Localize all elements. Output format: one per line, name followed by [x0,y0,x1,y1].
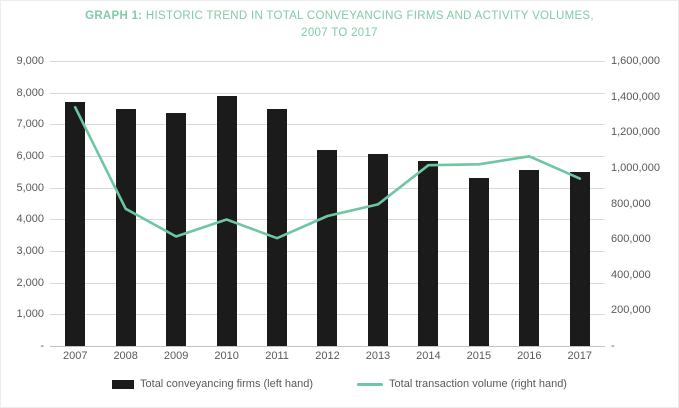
x-axis-tick-label: 2011 [265,350,289,362]
x-axis-tick-label: 2015 [466,350,492,362]
bar-slot [555,61,605,346]
bar-2009 [166,113,187,346]
line-series [73,105,582,240]
y-axis-right-tick-label: - [611,340,615,352]
bar-2011 [267,108,288,346]
x-axis-tick-label: 2017 [567,350,592,362]
legend-label: Total conveyancing firms (left hand) [140,378,314,390]
bar-slot [252,61,302,346]
x-axis-tick-label: 2010 [214,350,239,362]
bar-2008 [115,108,136,346]
bar-2014 [418,160,439,346]
bar-2010 [216,95,237,346]
legend-item: Total transaction volume (right hand) [357,378,567,390]
bar-slot [100,61,150,346]
bar-2015 [468,178,489,346]
bar-2012 [317,149,338,346]
y-axis-left-tick-label: 2,000 [16,276,44,289]
y-axis-right-tick-label: 200,000 [611,304,651,317]
x-axis-tick-label: 2008 [113,350,138,362]
chart-title-line2: 2007 TO 2017 [301,27,378,39]
chart-title: GRAPH 1: HISTORIC TREND IN TOTAL CONVEYA… [11,8,668,42]
y-axis-right-tick-label: 1,600,000 [611,55,660,67]
y-axis-left-tick-label: - [40,340,44,352]
legend-label: Total transaction volume (right hand) [389,378,567,390]
bar-slot [454,61,504,346]
bar-2016 [519,170,540,346]
y-axis-left: 9,000 8,000 7,000 6,000 5,000 4,000 3,000 2,000… [1,55,44,352]
legend: Total conveyancing firms (left hand) Tota… [1,378,678,390]
bar-2007 [65,102,86,346]
bar-slot [50,61,100,346]
gridline [50,61,605,62]
x-axis-tick-label: 2016 [517,350,542,362]
x-axis-tick-label: 2012 [315,350,340,362]
bar-slot [151,61,201,346]
y-axis-left-tick-label: 5,000 [16,181,44,194]
y-axis-right-tick-label: 1,400,000 [611,90,660,103]
plot-area [50,61,605,347]
bar-2013 [367,154,388,346]
x-axis-tick-label: 2007 [62,350,88,362]
y-axis-left-tick-label: 7,000 [16,118,44,131]
y-axis-left-tick-label: 8,000 [16,86,44,99]
y-axis-left-tick-label: 6,000 [16,150,44,162]
transaction-volume-line [73,105,582,240]
bar-slot [353,61,403,346]
y-axis-right-tick-label: 600,000 [611,233,651,246]
y-axis-left-tick-label: 3,000 [16,245,44,257]
bar-slot [302,61,352,346]
bar-slot [403,61,453,346]
gridline [50,92,605,94]
gridline [50,124,605,126]
y-axis-right: 1,600,000 1,400,000 1,200,000 1,000,000 800,… [611,55,677,352]
bar-2017 [569,171,590,346]
chart-title-line1: HISTORIC TREND IN TOTAL CONVEYANCING FIR… [142,10,594,22]
y-axis-right-tick-label: 1,200,000 [611,126,660,139]
x-axis-tick-label: 2009 [163,350,189,362]
legend-line-swatch [357,382,384,386]
y-axis-right-tick-label: 800,000 [611,197,651,210]
y-axis-left-tick-label: 4,000 [16,213,44,226]
x-axis-tick-label: 2014 [416,350,441,362]
chart-title-prefix: GRAPH 1: [85,10,143,22]
y-axis-right-tick-label: 1,000,000 [611,161,660,174]
bar-series [50,61,605,346]
bar-slot [504,61,554,346]
x-axis: 2007 2008 2009 2010 2011 2012 2013 2014 2015 2016… [50,350,605,362]
legend-bar-swatch [112,379,135,389]
x-axis-tick-label: 2013 [365,350,391,362]
legend-item: Total conveyancing firms (left hand) [112,378,313,390]
y-axis-left-tick-label: 1,000 [16,308,44,321]
x-axis-line [50,346,605,347]
y-axis-left-tick-label: 9,000 [16,55,44,67]
bar-slot [201,61,251,346]
y-axis-right-tick-label: 400,000 [611,268,651,281]
